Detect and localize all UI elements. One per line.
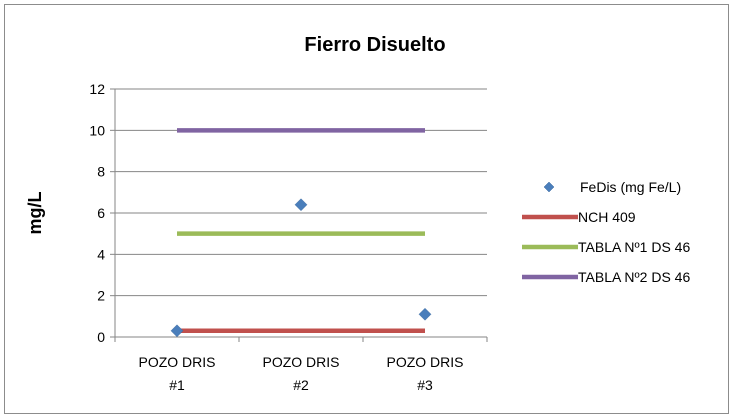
series-layer: [170, 128, 432, 338]
x-tick-label: POZO DRIS #3: [386, 354, 463, 393]
x-tick-label: POZO DRIS #1: [138, 354, 215, 393]
legend-label: TABLA Nº1 DS 46: [578, 239, 690, 255]
y-tick-label: 4: [97, 246, 105, 262]
data-point: [170, 324, 184, 338]
legend-label: FeDis (mg Fe/L): [580, 179, 681, 195]
legend-swatch: [543, 181, 555, 193]
y-tick-label: 10: [89, 122, 105, 138]
gridlines: [115, 88, 487, 297]
chart-frame: [4, 4, 729, 414]
data-point: [418, 307, 432, 321]
y-tick-label: 2: [97, 288, 105, 304]
data-point: [294, 198, 308, 212]
axes: 0 2 4 6 8 10 12 POZO DRIS #1 POZO DRIS #2 POZO DRIS…: [89, 81, 488, 393]
chart-title: Fierro Disuelto: [304, 34, 445, 56]
y-tick-label: 0: [97, 329, 105, 345]
y-tick-label: 6: [97, 205, 105, 221]
y-tick-label: 12: [89, 81, 105, 97]
y-axis-label: mg/L: [25, 191, 45, 234]
legend-label: NCH 409: [578, 209, 636, 225]
y-tick-label: 8: [97, 164, 105, 180]
legend: FeDis (mg Fe/L) NCH 409 TABLA Nº1 DS 46 TAB…: [522, 179, 690, 285]
legend-label: TABLA Nº2 DS 46: [578, 269, 690, 285]
x-tick-label: POZO DRIS #2: [262, 354, 339, 393]
